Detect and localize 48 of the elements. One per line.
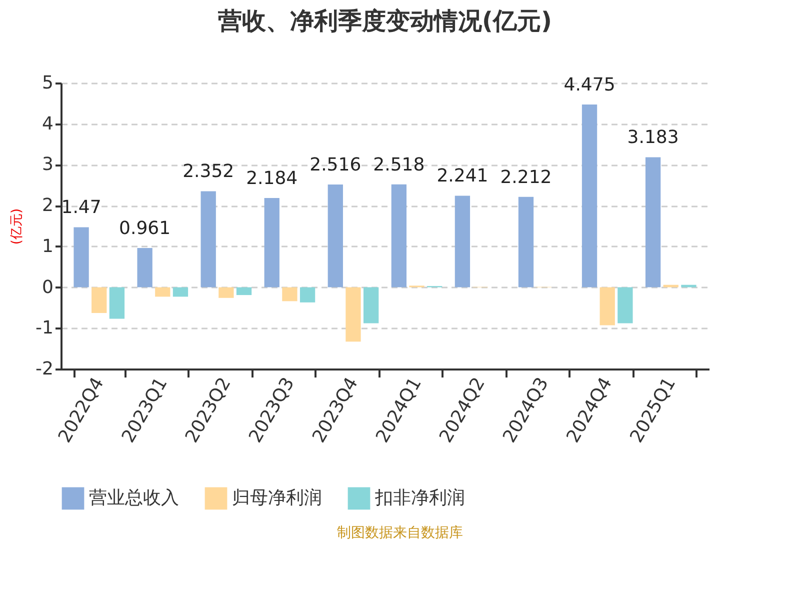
data-label: 1.47 [61, 197, 102, 218]
bar [618, 287, 633, 324]
data-label: 2.212 [500, 166, 552, 188]
data-label: 2.516 [310, 154, 362, 176]
bar [109, 287, 125, 319]
legend-label: 营业总收入 [89, 487, 179, 508]
text: 制图数据来自数据库 [336, 524, 464, 542]
data-label: 2.352 [182, 161, 234, 182]
bar [172, 287, 188, 297]
bar [74, 227, 89, 288]
bar [391, 184, 407, 288]
y-tick-label: 0 [42, 276, 54, 298]
y-axis-title: (亿元) [10, 208, 25, 245]
y-tick-label: 2 [42, 195, 54, 216]
legend-label: 归母净利润 [232, 487, 322, 508]
bar [282, 287, 298, 302]
bar [645, 157, 661, 288]
data-label: 3.183 [627, 127, 679, 148]
data-label: 2.518 [373, 154, 425, 176]
bar [454, 196, 470, 288]
y-tick-label: 4 [42, 113, 54, 134]
bar [137, 248, 152, 288]
bar [663, 284, 678, 288]
bar [200, 191, 216, 288]
bar [218, 287, 234, 298]
bar [328, 184, 343, 288]
bar [264, 198, 280, 288]
y-tick-label: 3 [42, 154, 54, 176]
y-tick-label: 5 [42, 72, 54, 94]
data-label: 2.184 [246, 168, 298, 190]
chart-title: 营收、净利季度变动情况(亿元) [217, 7, 552, 35]
data-label: 4.475 [564, 74, 616, 96]
bar [236, 287, 252, 296]
y-tick-label: -1 [36, 318, 54, 339]
bar [363, 287, 379, 324]
bar [155, 287, 170, 297]
bar [518, 196, 534, 288]
bar [582, 104, 598, 288]
data-label: 0.961 [119, 218, 171, 240]
bar [681, 284, 696, 288]
bar [346, 287, 361, 342]
legend-label: 扣非净利润 [374, 487, 465, 508]
bar [92, 287, 107, 314]
y-tick-label: 1 [42, 236, 54, 257]
data-label: 2.241 [436, 166, 488, 187]
y-tick-label: -2 [36, 358, 54, 380]
bar [600, 287, 615, 326]
bar [300, 287, 316, 302]
